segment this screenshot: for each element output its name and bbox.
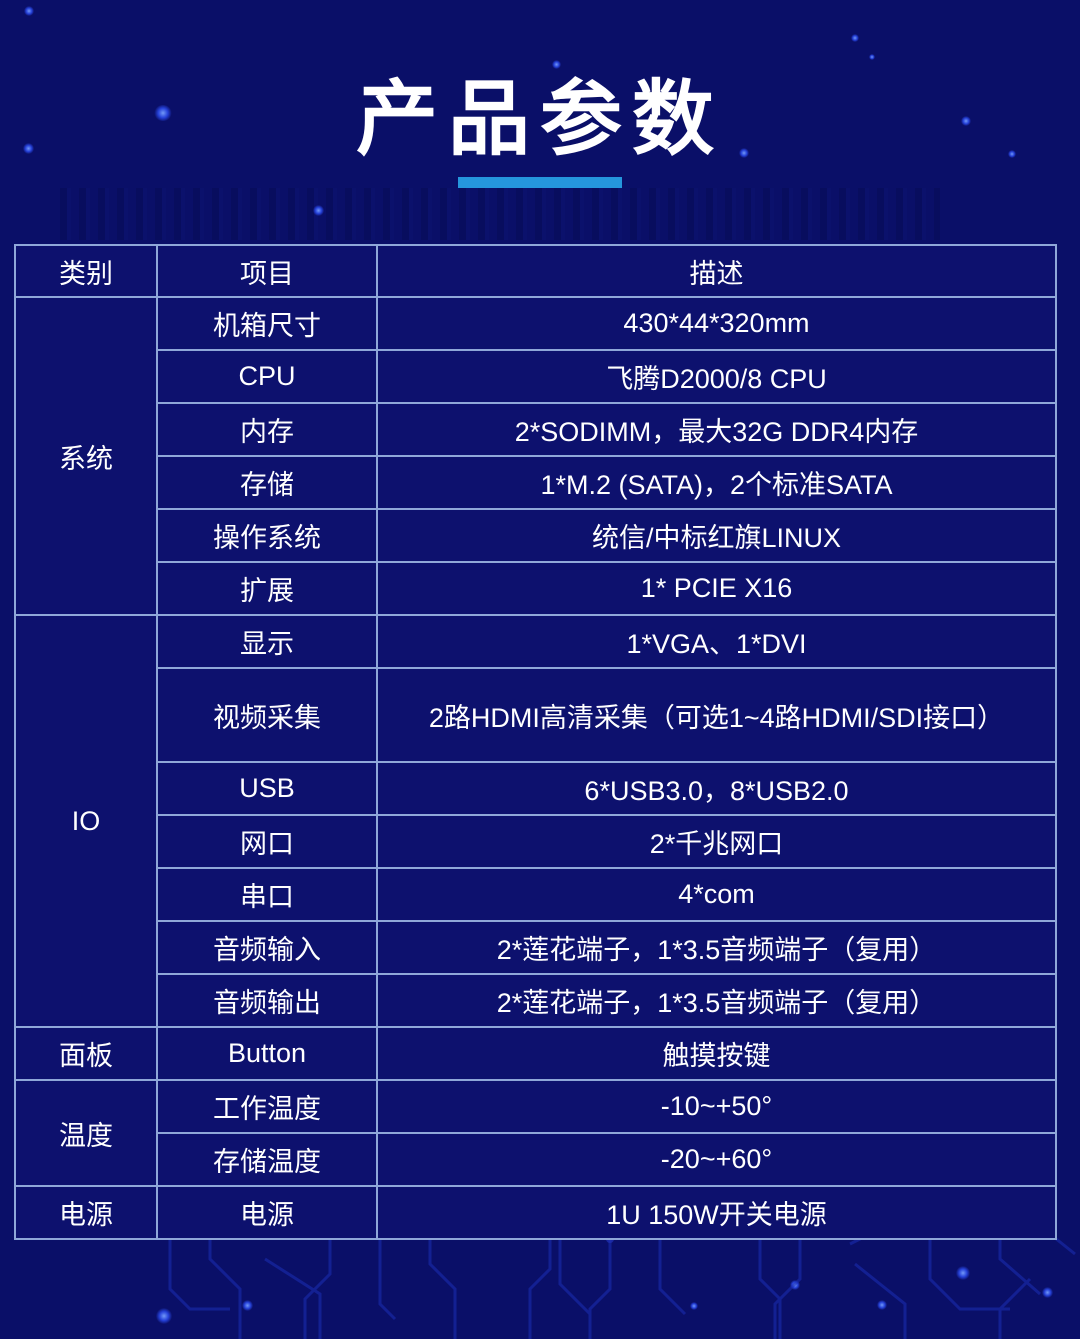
desc-cell: 2*SODIMM，最大32G DDR4内存 xyxy=(376,402,1057,457)
table-header-row: 类别 项目 描述 xyxy=(14,244,1057,298)
item-cell: 操作系统 xyxy=(156,508,378,563)
category-cell: 系统 xyxy=(14,296,158,616)
desc-cell: 2路HDMI高清采集（可选1~4路HDMI/SDI接口） xyxy=(376,667,1057,763)
table-row: 串口 4*com xyxy=(15,867,1057,922)
desc-cell: 1*M.2 (SATA)，2个标准SATA xyxy=(376,455,1057,510)
desc-cell: 2*莲花端子，1*3.5音频端子（复用） xyxy=(376,973,1057,1028)
item-cell: 电源 xyxy=(156,1185,378,1240)
table-row: 系统 机箱尺寸 430*44*320mm xyxy=(14,296,1057,616)
table-row: 视频采集 2路HDMI高清采集（可选1~4路HDMI/SDI接口） xyxy=(15,667,1057,763)
item-cell: 显示 xyxy=(156,614,378,669)
table-row: 音频输入 2*莲花端子，1*3.5音频端子（复用） xyxy=(15,920,1057,975)
glow-dot xyxy=(313,205,324,216)
table-row: CPU 飞腾D2000/8 CPU xyxy=(15,349,1057,404)
desc-cell: 2*莲花端子，1*3.5音频端子（复用） xyxy=(376,920,1057,975)
item-cell: 音频输出 xyxy=(156,973,378,1028)
glow-dot xyxy=(156,1308,172,1324)
glow-dot xyxy=(1042,1287,1053,1298)
table-row: 扩展 1* PCIE X16 xyxy=(15,561,1057,616)
item-cell: 视频采集 xyxy=(156,667,378,763)
item-cell: 存储温度 xyxy=(156,1132,378,1187)
item-cell: 机箱尺寸 xyxy=(156,296,378,351)
glow-dot xyxy=(790,1280,800,1290)
desc-cell: -10~+50° xyxy=(376,1079,1057,1134)
spec-table: 类别 项目 描述 系统 机箱尺寸 430*44*320mm CPU 飞腾D2000/8 … xyxy=(14,244,1057,1240)
category-cell: IO xyxy=(14,614,158,1028)
item-cell: CPU xyxy=(156,349,378,404)
desc-cell: 触摸按键 xyxy=(376,1026,1057,1081)
table-row: 面板 Button 触摸按键 xyxy=(14,1026,1057,1081)
table-row: IO 显示 1*VGA、1*DVI xyxy=(14,614,1057,1028)
background-texture-band xyxy=(60,188,940,240)
table-row: USB 6*USB3.0，8*USB2.0 xyxy=(15,761,1057,816)
item-cell: 工作温度 xyxy=(156,1079,378,1134)
table-row: 存储温度 -20~+60° xyxy=(15,1132,1057,1187)
desc-cell: 4*com xyxy=(376,867,1057,922)
desc-cell: 6*USB3.0，8*USB2.0 xyxy=(376,761,1057,816)
table-row: 内存 2*SODIMM，最大32G DDR4内存 xyxy=(15,402,1057,457)
header-item: 项目 xyxy=(156,244,378,298)
desc-cell: -20~+60° xyxy=(376,1132,1057,1187)
desc-cell: 2*千兆网口 xyxy=(376,814,1057,869)
item-cell: Button xyxy=(156,1026,378,1081)
glow-dot xyxy=(956,1266,970,1280)
category-cell: 面板 xyxy=(14,1026,158,1081)
glow-dot xyxy=(24,6,34,16)
table-row: 音频输出 2*莲花端子，1*3.5音频端子（复用） xyxy=(15,973,1057,1028)
desc-cell: 430*44*320mm xyxy=(376,296,1057,351)
item-cell: 内存 xyxy=(156,402,378,457)
glow-dot xyxy=(242,1300,253,1311)
table-row: 电源 电源 1U 150W开关电源 xyxy=(14,1185,1057,1240)
header-description: 描述 xyxy=(376,244,1057,298)
table-row: 网口 2*千兆网口 xyxy=(15,814,1057,869)
glow-dot xyxy=(877,1300,887,1310)
glow-dot xyxy=(690,1302,698,1310)
item-cell: 音频输入 xyxy=(156,920,378,975)
table-row: 存储 1*M.2 (SATA)，2个标准SATA xyxy=(15,455,1057,510)
title-underline-bar xyxy=(458,177,622,188)
item-cell: 网口 xyxy=(156,814,378,869)
page-title: 产品参数 xyxy=(355,74,724,165)
item-cell: USB xyxy=(156,761,378,816)
item-cell: 存储 xyxy=(156,455,378,510)
item-cell: 扩展 xyxy=(156,561,378,616)
glow-dot xyxy=(851,34,859,42)
desc-cell: 统信/中标红旗LINUX xyxy=(376,508,1057,563)
table-row: 温度 工作温度 -10~+50° xyxy=(14,1079,1057,1187)
category-cell: 温度 xyxy=(14,1079,158,1187)
item-cell: 串口 xyxy=(156,867,378,922)
desc-cell: 飞腾D2000/8 CPU xyxy=(376,349,1057,404)
spec-table-body: 系统 机箱尺寸 430*44*320mm CPU 飞腾D2000/8 CPU 内存 2*SO… xyxy=(14,296,1057,1240)
desc-cell: 1*VGA、1*DVI xyxy=(376,614,1057,669)
table-row: 操作系统 统信/中标红旗LINUX xyxy=(15,508,1057,563)
desc-cell: 1U 150W开关电源 xyxy=(376,1185,1057,1240)
desc-cell: 1* PCIE X16 xyxy=(376,561,1057,616)
header-category: 类别 xyxy=(14,244,158,298)
category-cell: 电源 xyxy=(14,1185,158,1240)
